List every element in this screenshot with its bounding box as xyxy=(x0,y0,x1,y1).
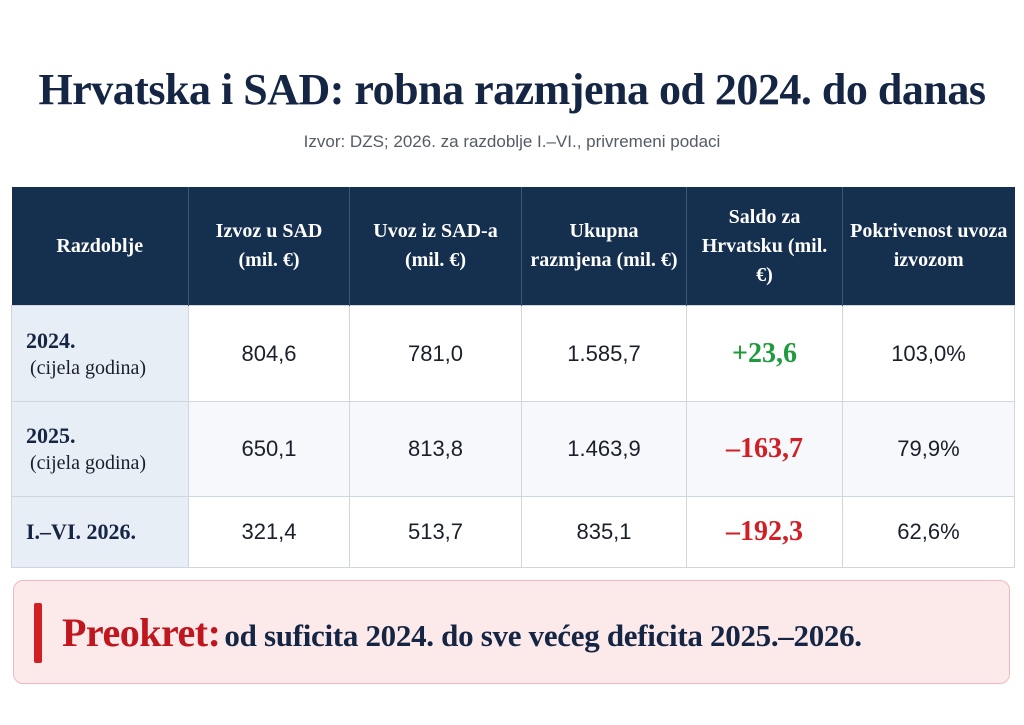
period-label: I.–VI. 2026. xyxy=(26,519,137,544)
header-export-label: Izvoz u SAD (mil. €) xyxy=(215,220,323,271)
header-export: Izvoz u SAD (mil. €) xyxy=(188,187,350,306)
import-value: 781,0 xyxy=(349,305,522,402)
import-value: 513,7 xyxy=(349,496,522,568)
header-period: Razdoblje xyxy=(11,187,189,306)
callout-text: Preokret: od suficita 2024. do sve većeg… xyxy=(62,581,862,685)
header-import-label: Uvoz iz SAD-a (mil. €) xyxy=(373,220,498,271)
total-value: 1.463,9 xyxy=(521,401,687,497)
total-value: 1.585,7 xyxy=(521,305,687,402)
period-note: (cijela godina) xyxy=(30,452,147,474)
callout-statement: od suficita 2024. do sve većeg deficita … xyxy=(224,618,862,653)
balance-cell: –163,7 xyxy=(686,401,843,497)
table-header-row: Razdoblje Izvoz u SAD (mil. €) Uvoz iz S… xyxy=(11,187,1015,306)
export-value: 321,4 xyxy=(188,496,350,568)
coverage-value: 62,6% xyxy=(842,496,1015,568)
header-coverage-label: Pokrivenost uvoza izvozom xyxy=(850,220,1008,271)
period-cell: I.–VI. 2026. xyxy=(11,496,189,568)
balance-cell: –192,3 xyxy=(686,496,843,568)
coverage-value: 79,9% xyxy=(842,401,1015,497)
balance-value: –163,7 xyxy=(726,433,803,464)
period-label: 2024. xyxy=(26,327,76,353)
trade-table: Razdoblje Izvoz u SAD (mil. €) Uvoz iz S… xyxy=(11,187,1015,568)
page-title: Hrvatska i SAD: robna razmjena od 2024. … xyxy=(38,65,986,114)
coverage-value: 103,0% xyxy=(842,305,1015,402)
header-coverage: Pokrivenost uvoza izvozom xyxy=(842,187,1015,306)
conclusion-callout: Preokret: od suficita 2024. do sve većeg… xyxy=(13,580,1010,684)
header-total: Ukupna razmjena (mil. €) xyxy=(521,187,687,306)
callout-accent-bar xyxy=(34,603,42,663)
table-row: I.–VI. 2026. 321,4 513,7 835,1 –192,3 62… xyxy=(11,496,1015,568)
balance-value: –192,3 xyxy=(726,516,803,547)
header-total-label: Ukupna razmjena (mil. €) xyxy=(530,220,678,271)
header-balance-label: Saldo za Hrvatsku (mil. €) xyxy=(701,205,828,286)
import-value: 813,8 xyxy=(349,401,522,497)
total-value: 835,1 xyxy=(521,496,687,568)
export-value: 804,6 xyxy=(188,305,350,402)
period-cell: 2024. (cijela godina) xyxy=(11,305,189,402)
header-balance: Saldo za Hrvatsku (mil. €) xyxy=(686,187,843,306)
period-cell: 2025. (cijela godina) xyxy=(11,401,189,497)
header-import: Uvoz iz SAD-a (mil. €) xyxy=(349,187,522,306)
source-note: Izvor: DZS; 2026. za razdoblje I.–VI., p… xyxy=(303,132,721,151)
callout-keyword: Preokret: xyxy=(62,610,221,655)
balance-cell: +23,6 xyxy=(686,305,843,402)
balance-value: +23,6 xyxy=(732,337,797,369)
period-label: 2025. xyxy=(26,423,76,448)
period-note: (cijela godina) xyxy=(30,356,147,379)
table-row: 2025. (cijela godina) 650,1 813,8 1.463,… xyxy=(11,401,1015,497)
export-value: 650,1 xyxy=(188,401,350,497)
table-row: 2024. (cijela godina) 804,6 781,0 1.585,… xyxy=(11,305,1015,402)
